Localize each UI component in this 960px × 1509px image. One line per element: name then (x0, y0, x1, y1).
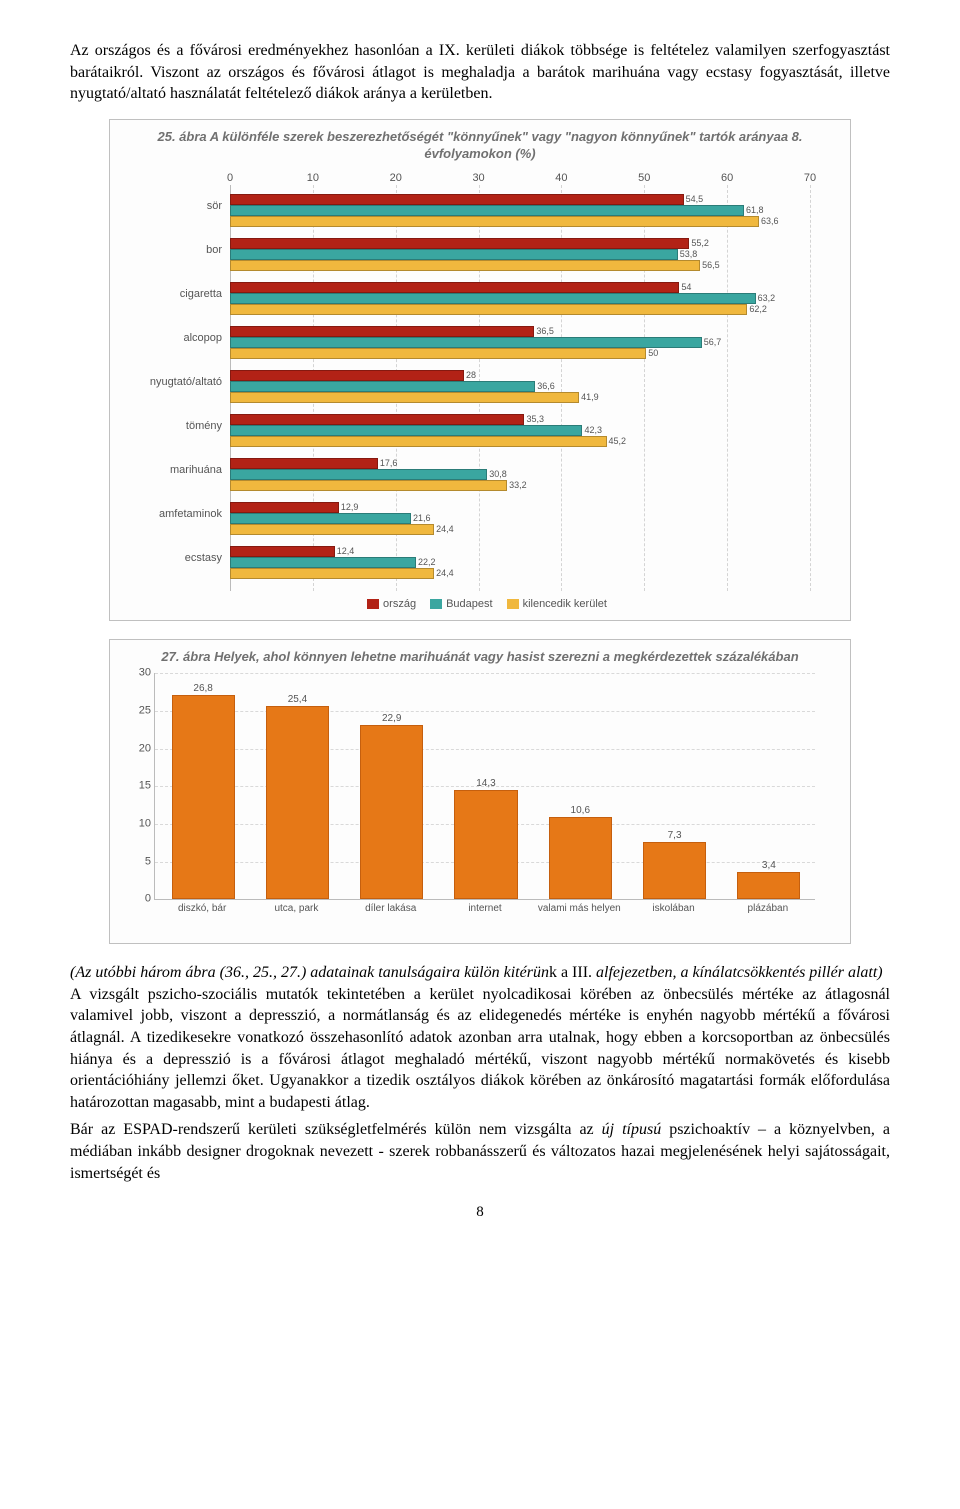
bar: 12,4 (230, 546, 335, 557)
category-label: alcopop (120, 331, 222, 346)
bar: 30,8 (230, 469, 487, 480)
bar: 3,4 (737, 872, 800, 900)
bar: 33,2 (230, 480, 507, 491)
category-label: ecstasy (120, 551, 222, 566)
chart-27: 27. ábra Helyek, ahol könnyen lehetne ma… (109, 639, 851, 945)
category-alcopop: alcopop36,556,750 (230, 323, 810, 361)
y-tick: 5 (127, 854, 151, 869)
bar: 63,6 (230, 216, 759, 227)
bar: 62,2 (230, 304, 747, 315)
bar: 53,8 (230, 249, 678, 260)
bar: 36,5 (230, 326, 534, 337)
y-tick: 30 (127, 666, 151, 681)
page-number: 8 (70, 1202, 890, 1222)
x-tick: 40 (555, 171, 567, 186)
x-label: iskolában (629, 903, 719, 914)
category-bor: bor55,253,856,5 (230, 235, 810, 273)
bar: 17,6 (230, 458, 378, 469)
bar: 45,2 (230, 436, 607, 447)
category-nyugtató/altató: nyugtató/altató2836,641,9 (230, 367, 810, 405)
x-label: plázában (723, 903, 813, 914)
bar: 24,4 (230, 568, 434, 579)
note-and-para2: (Az utóbbi három ábra (36., 25., 27.) ad… (70, 962, 890, 1113)
note-italic-close: alfejezetben, a kínálatcsökkentés pillér… (596, 964, 883, 981)
bar: 61,8 (230, 205, 744, 216)
legend-label: kilencedik kerület (523, 598, 607, 610)
bar: 24,4 (230, 524, 434, 535)
category-label: sör (120, 199, 222, 214)
category-tömény: tömény35,342,345,2 (230, 411, 810, 449)
chart-25-title: 25. ábra A különféle szerek beszerezhető… (120, 128, 840, 163)
category-cigaretta: cigaretta5463,262,2 (230, 279, 810, 317)
y-tick: 15 (127, 779, 151, 794)
x-tick: 70 (804, 171, 816, 186)
bar: 41,9 (230, 392, 579, 403)
chart-25-plot: 010203040506070 sör54,561,863,6bor55,253… (230, 171, 810, 591)
x-tick: 30 (472, 171, 484, 186)
legend-label: Budapest (446, 598, 492, 610)
chart-27-plot: 05101520253026,8diszkó, bár25,4utca, par… (154, 673, 830, 933)
legend-label: ország (383, 598, 416, 610)
bar: 55,2 (230, 238, 689, 249)
category-sör: sör54,561,863,6 (230, 191, 810, 229)
bar: 54 (230, 282, 679, 293)
category-label: tömény (120, 419, 222, 434)
y-tick: 10 (127, 817, 151, 832)
category-label: cigaretta (120, 287, 222, 302)
page: Az országos és a fővárosi eredményekhez … (0, 0, 960, 1242)
para3: Bár az ESPAD-rendszerű kerületi szükségl… (70, 1119, 890, 1184)
bar: 42,3 (230, 425, 582, 436)
bar: 26,8 (172, 695, 235, 899)
bar: 22,9 (360, 725, 423, 900)
note-roman: k a III. (549, 964, 596, 981)
category-label: bor (120, 243, 222, 258)
bar: 56,5 (230, 260, 700, 271)
x-tick: 0 (227, 171, 233, 186)
x-tick: 60 (721, 171, 733, 186)
bar: 22,2 (230, 557, 416, 568)
x-label: díler lakása (346, 903, 436, 914)
bar: 12,9 (230, 502, 339, 513)
bar: 25,4 (266, 706, 329, 899)
x-tick: 50 (638, 171, 650, 186)
bar: 28 (230, 370, 464, 381)
chart-25: 25. ábra A különféle szerek beszerezhető… (109, 119, 851, 621)
bar: 21,6 (230, 513, 411, 524)
para2-text: A vizsgált pszicho-szociális mutatók tek… (70, 986, 890, 1111)
x-label: diszkó, bár (157, 903, 247, 914)
category-label: marihuána (120, 463, 222, 478)
y-tick: 0 (127, 892, 151, 907)
category-ecstasy: ecstasy12,422,224,4 (230, 543, 810, 581)
x-tick: 20 (390, 171, 402, 186)
bar: 36,6 (230, 381, 535, 392)
category-amfetaminok: amfetaminok12,921,624,4 (230, 499, 810, 537)
chart-27-title: 27. ábra Helyek, ahol könnyen lehetne ma… (120, 648, 840, 666)
bar: 50 (230, 348, 646, 359)
bar: 35,3 (230, 414, 524, 425)
bar: 63,2 (230, 293, 756, 304)
bar: 14,3 (454, 790, 517, 900)
bar: 10,6 (549, 817, 612, 899)
bar: 56,7 (230, 337, 702, 348)
note-italic-open: (Az utóbbi három ábra (36., 25., 27.) ad… (70, 964, 549, 981)
y-tick: 20 (127, 741, 151, 756)
x-tick: 10 (307, 171, 319, 186)
chart-25-legend: ország Budapest kilencedik kerület (120, 591, 840, 614)
intro-paragraph: Az országos és a fővárosi eredményekhez … (70, 40, 890, 105)
x-label: utca, park (251, 903, 341, 914)
y-tick: 25 (127, 704, 151, 719)
x-label: valami más helyen (534, 903, 624, 914)
category-label: nyugtató/altató (120, 375, 222, 390)
bar: 54,5 (230, 194, 684, 205)
category-label: amfetaminok (120, 507, 222, 522)
category-marihuána: marihuána17,630,833,2 (230, 455, 810, 493)
x-label: internet (440, 903, 530, 914)
bar: 7,3 (643, 842, 706, 899)
